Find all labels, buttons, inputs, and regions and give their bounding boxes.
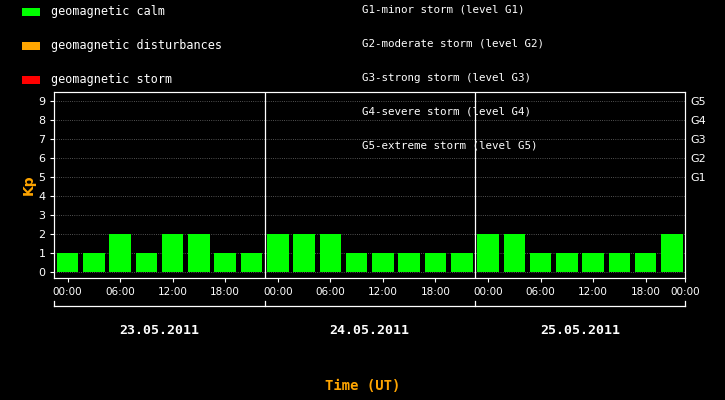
Bar <box>215 253 236 272</box>
Bar <box>399 253 420 272</box>
Text: 24.05.2011: 24.05.2011 <box>330 324 410 336</box>
Text: geomagnetic calm: geomagnetic calm <box>51 6 165 18</box>
Bar <box>57 253 78 272</box>
Bar <box>162 234 183 272</box>
Bar <box>346 253 368 272</box>
Bar <box>83 253 104 272</box>
Text: G4-severe storm (level G4): G4-severe storm (level G4) <box>362 107 531 117</box>
Y-axis label: Kp: Kp <box>22 175 36 195</box>
Bar <box>661 234 683 272</box>
Bar <box>477 234 499 272</box>
Text: G1-minor storm (level G1): G1-minor storm (level G1) <box>362 5 525 15</box>
Bar <box>136 253 157 272</box>
Text: G5-extreme storm (level G5): G5-extreme storm (level G5) <box>362 141 538 151</box>
Text: G3-strong storm (level G3): G3-strong storm (level G3) <box>362 73 531 83</box>
Bar <box>556 253 578 272</box>
Text: geomagnetic disturbances: geomagnetic disturbances <box>51 40 222 52</box>
Text: 25.05.2011: 25.05.2011 <box>540 324 620 336</box>
Bar <box>267 234 289 272</box>
Text: Time (UT): Time (UT) <box>325 379 400 393</box>
Bar <box>504 234 525 272</box>
Text: geomagnetic storm: geomagnetic storm <box>51 74 172 86</box>
Bar <box>109 234 130 272</box>
Bar <box>372 253 394 272</box>
Bar <box>635 253 656 272</box>
Text: G2-moderate storm (level G2): G2-moderate storm (level G2) <box>362 39 544 49</box>
Bar <box>582 253 604 272</box>
Bar <box>425 253 446 272</box>
Bar <box>451 253 473 272</box>
Bar <box>530 253 551 272</box>
Bar <box>188 234 210 272</box>
Bar <box>294 234 315 272</box>
Bar <box>241 253 262 272</box>
Bar <box>320 234 341 272</box>
Text: 23.05.2011: 23.05.2011 <box>120 324 199 336</box>
Bar <box>609 253 630 272</box>
